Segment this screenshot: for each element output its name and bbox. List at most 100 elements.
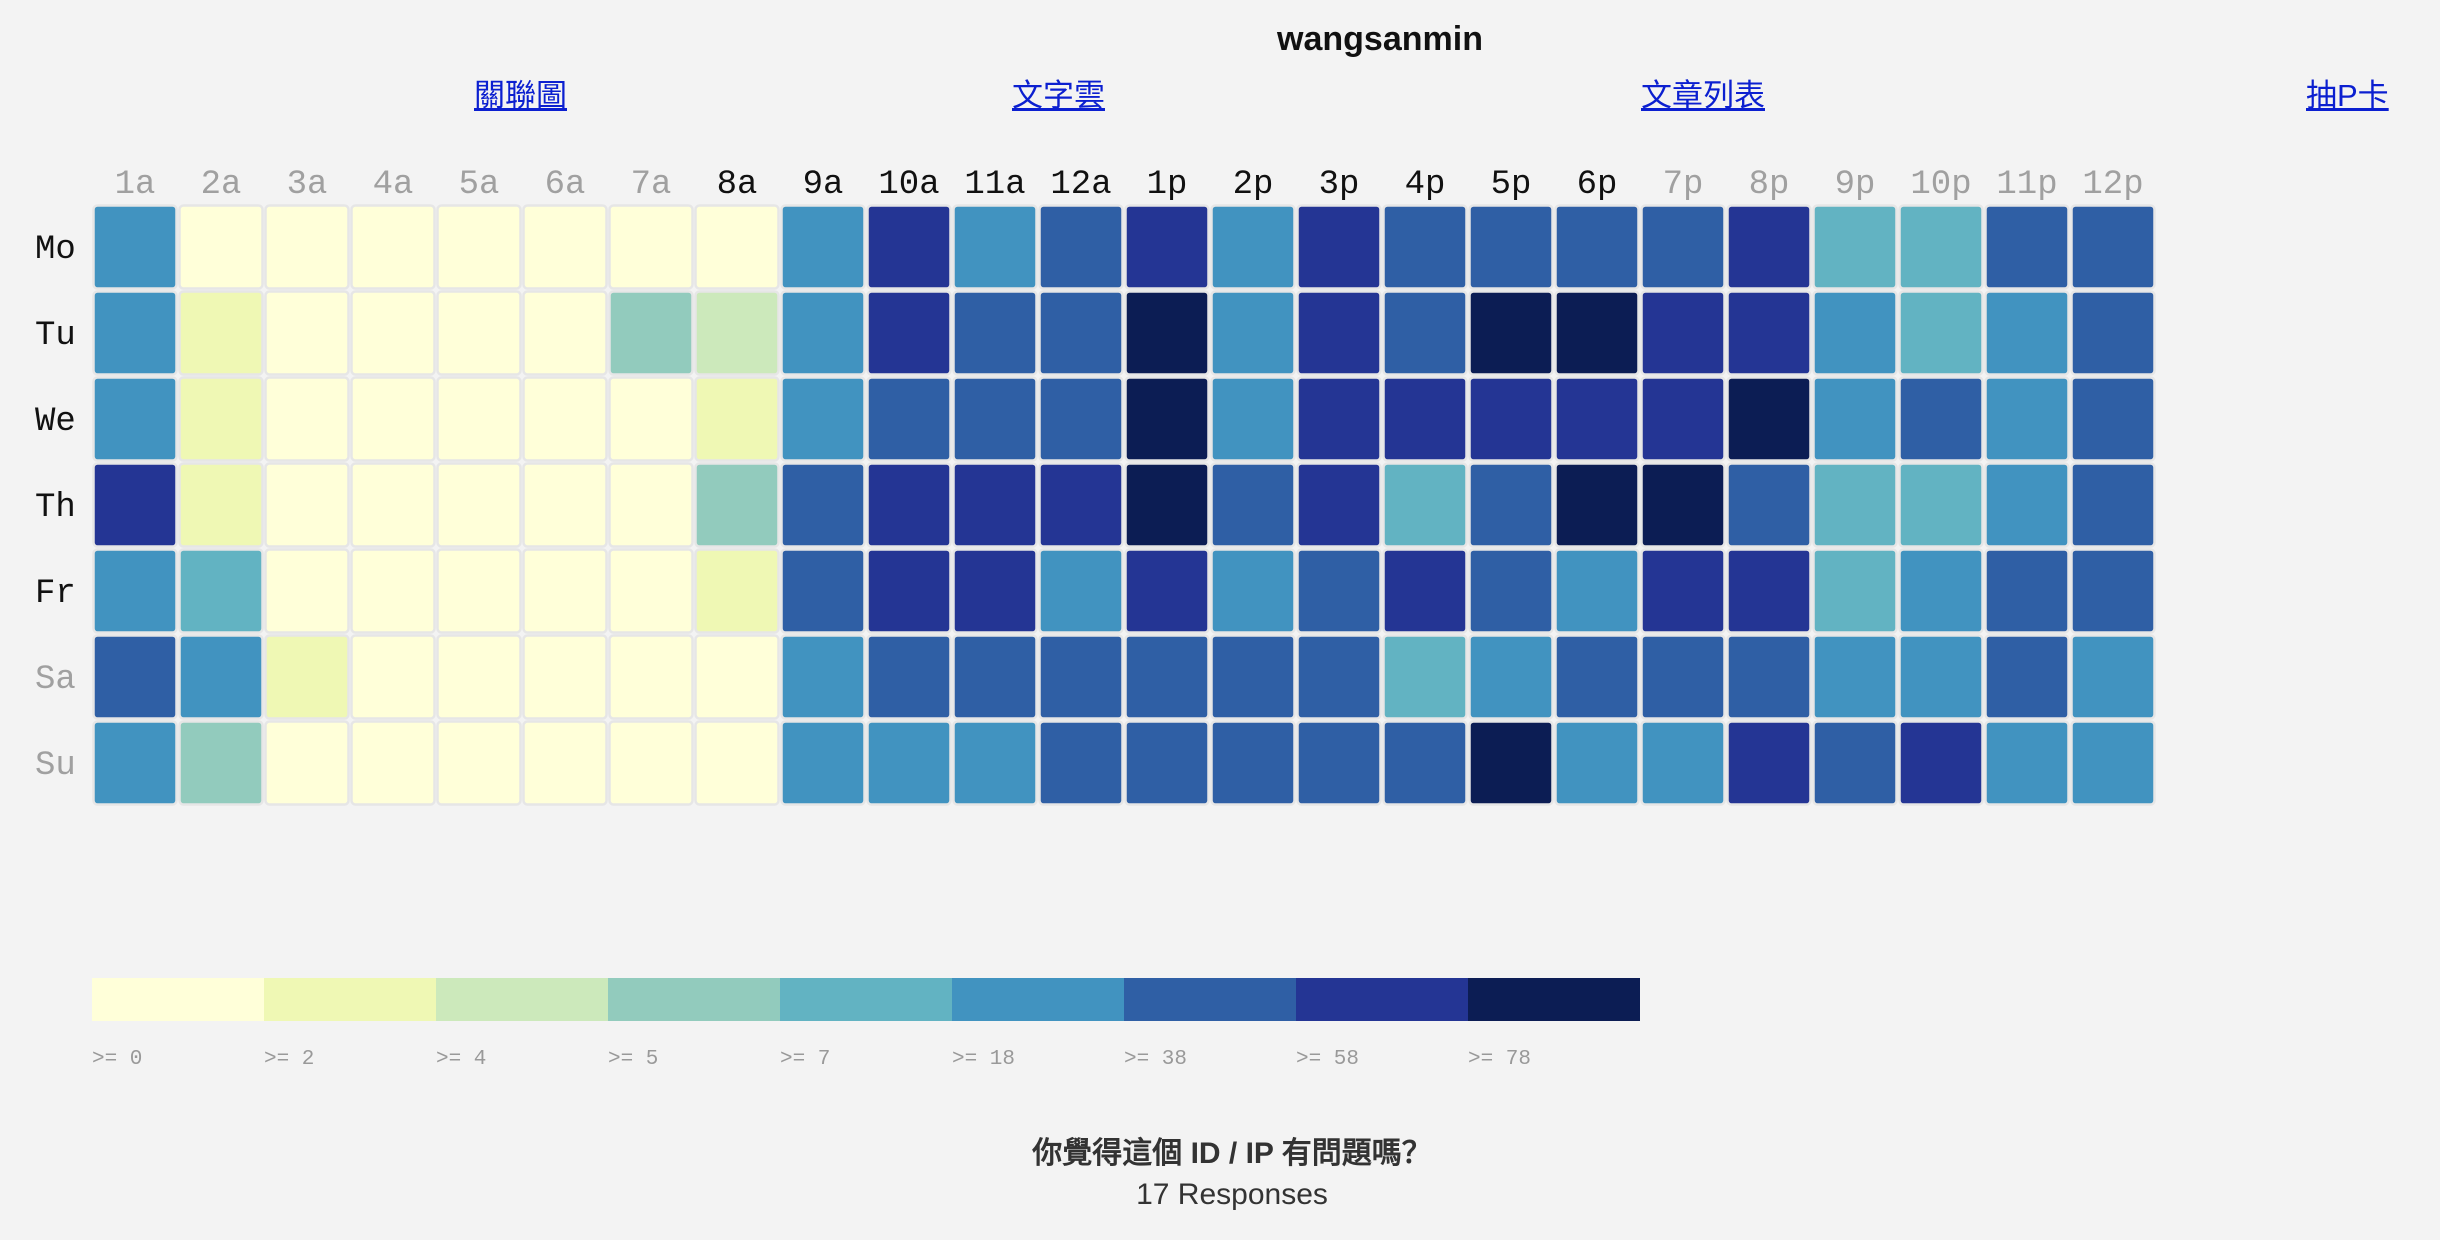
heatmap-cell[interactable] bbox=[952, 548, 1038, 634]
heatmap-cell[interactable] bbox=[1124, 548, 1210, 634]
heatmap-cell[interactable] bbox=[1898, 634, 1984, 720]
heatmap-cell[interactable] bbox=[952, 290, 1038, 376]
heatmap-cell[interactable] bbox=[2070, 462, 2156, 548]
heatmap-cell[interactable] bbox=[780, 634, 866, 720]
heatmap-cell[interactable] bbox=[952, 376, 1038, 462]
heatmap-cell[interactable] bbox=[694, 634, 780, 720]
heatmap-cell[interactable] bbox=[2070, 720, 2156, 806]
heatmap-cell[interactable] bbox=[1898, 204, 1984, 290]
heatmap-cell[interactable] bbox=[1124, 376, 1210, 462]
heatmap-cell[interactable] bbox=[1984, 204, 2070, 290]
heatmap-cell[interactable] bbox=[694, 720, 780, 806]
heatmap-cell[interactable] bbox=[1984, 462, 2070, 548]
heatmap-cell[interactable] bbox=[1124, 634, 1210, 720]
heatmap-cell[interactable] bbox=[866, 462, 952, 548]
heatmap-cell[interactable] bbox=[1210, 462, 1296, 548]
heatmap-cell[interactable] bbox=[92, 720, 178, 806]
heatmap-cell[interactable] bbox=[264, 376, 350, 462]
heatmap-cell[interactable] bbox=[1640, 634, 1726, 720]
heatmap-cell[interactable] bbox=[1812, 290, 1898, 376]
heatmap-cell[interactable] bbox=[1554, 720, 1640, 806]
heatmap-cell[interactable] bbox=[436, 204, 522, 290]
heatmap-cell[interactable] bbox=[1210, 720, 1296, 806]
heatmap-cell[interactable] bbox=[1468, 204, 1554, 290]
nav-link-draw-p-card[interactable]: 抽P卡 bbox=[2306, 78, 2389, 113]
heatmap-cell[interactable] bbox=[436, 290, 522, 376]
heatmap-cell[interactable] bbox=[1038, 720, 1124, 806]
heatmap-cell[interactable] bbox=[1898, 720, 1984, 806]
heatmap-cell[interactable] bbox=[178, 634, 264, 720]
heatmap-cell[interactable] bbox=[608, 204, 694, 290]
heatmap-cell[interactable] bbox=[1554, 376, 1640, 462]
heatmap-cell[interactable] bbox=[608, 290, 694, 376]
heatmap-cell[interactable] bbox=[1984, 376, 2070, 462]
nav-link-article-list[interactable]: 文章列表 bbox=[1641, 78, 1765, 113]
heatmap-cell[interactable] bbox=[780, 376, 866, 462]
heatmap-cell[interactable] bbox=[350, 634, 436, 720]
heatmap-cell[interactable] bbox=[1468, 376, 1554, 462]
heatmap-cell[interactable] bbox=[1296, 548, 1382, 634]
heatmap-cell[interactable] bbox=[780, 204, 866, 290]
heatmap-cell[interactable] bbox=[2070, 634, 2156, 720]
heatmap-cell[interactable] bbox=[1382, 634, 1468, 720]
heatmap-cell[interactable] bbox=[264, 634, 350, 720]
heatmap-cell[interactable] bbox=[1984, 548, 2070, 634]
survey-responses-link[interactable]: 17 Responses bbox=[1136, 1178, 1328, 1211]
heatmap-cell[interactable] bbox=[1210, 634, 1296, 720]
heatmap-cell[interactable] bbox=[1554, 290, 1640, 376]
heatmap-cell[interactable] bbox=[264, 720, 350, 806]
heatmap-cell[interactable] bbox=[1124, 720, 1210, 806]
heatmap-cell[interactable] bbox=[952, 634, 1038, 720]
heatmap-cell[interactable] bbox=[694, 462, 780, 548]
heatmap-cell[interactable] bbox=[1296, 462, 1382, 548]
heatmap-cell[interactable] bbox=[1984, 290, 2070, 376]
heatmap-cell[interactable] bbox=[522, 634, 608, 720]
heatmap-cell[interactable] bbox=[1984, 634, 2070, 720]
heatmap-cell[interactable] bbox=[1640, 204, 1726, 290]
heatmap-cell[interactable] bbox=[1210, 376, 1296, 462]
heatmap-cell[interactable] bbox=[1812, 462, 1898, 548]
heatmap-cell[interactable] bbox=[1210, 290, 1296, 376]
heatmap-cell[interactable] bbox=[952, 462, 1038, 548]
heatmap-cell[interactable] bbox=[1382, 462, 1468, 548]
heatmap-cell[interactable] bbox=[178, 720, 264, 806]
heatmap-cell[interactable] bbox=[1726, 548, 1812, 634]
heatmap-cell[interactable] bbox=[1210, 204, 1296, 290]
heatmap-cell[interactable] bbox=[1468, 290, 1554, 376]
heatmap-cell[interactable] bbox=[1640, 290, 1726, 376]
heatmap-cell[interactable] bbox=[1898, 290, 1984, 376]
heatmap-cell[interactable] bbox=[1812, 204, 1898, 290]
heatmap-cell[interactable] bbox=[1726, 376, 1812, 462]
heatmap-cell[interactable] bbox=[1468, 462, 1554, 548]
heatmap-cell[interactable] bbox=[1210, 548, 1296, 634]
heatmap-cell[interactable] bbox=[1554, 204, 1640, 290]
heatmap-cell[interactable] bbox=[1038, 634, 1124, 720]
heatmap-cell[interactable] bbox=[1296, 204, 1382, 290]
heatmap-cell[interactable] bbox=[1382, 290, 1468, 376]
heatmap-cell[interactable] bbox=[866, 720, 952, 806]
heatmap-cell[interactable] bbox=[1640, 376, 1726, 462]
heatmap-cell[interactable] bbox=[436, 462, 522, 548]
heatmap-cell[interactable] bbox=[350, 204, 436, 290]
heatmap-cell[interactable] bbox=[780, 462, 866, 548]
heatmap-cell[interactable] bbox=[1554, 548, 1640, 634]
heatmap-cell[interactable] bbox=[608, 548, 694, 634]
heatmap-cell[interactable] bbox=[2070, 376, 2156, 462]
heatmap-cell[interactable] bbox=[1038, 290, 1124, 376]
heatmap-cell[interactable] bbox=[2070, 290, 2156, 376]
heatmap-cell[interactable] bbox=[522, 290, 608, 376]
heatmap-cell[interactable] bbox=[1296, 290, 1382, 376]
heatmap-cell[interactable] bbox=[952, 720, 1038, 806]
heatmap-cell[interactable] bbox=[866, 204, 952, 290]
heatmap-cell[interactable] bbox=[1382, 720, 1468, 806]
heatmap-cell[interactable] bbox=[1296, 634, 1382, 720]
heatmap-cell[interactable] bbox=[694, 376, 780, 462]
heatmap-cell[interactable] bbox=[92, 462, 178, 548]
nav-link-word-cloud[interactable]: 文字雲 bbox=[1012, 78, 1105, 113]
heatmap-cell[interactable] bbox=[608, 462, 694, 548]
heatmap-cell[interactable] bbox=[1898, 376, 1984, 462]
heatmap-cell[interactable] bbox=[1468, 720, 1554, 806]
heatmap-cell[interactable] bbox=[1726, 204, 1812, 290]
heatmap-cell[interactable] bbox=[2070, 548, 2156, 634]
heatmap-cell[interactable] bbox=[1124, 204, 1210, 290]
